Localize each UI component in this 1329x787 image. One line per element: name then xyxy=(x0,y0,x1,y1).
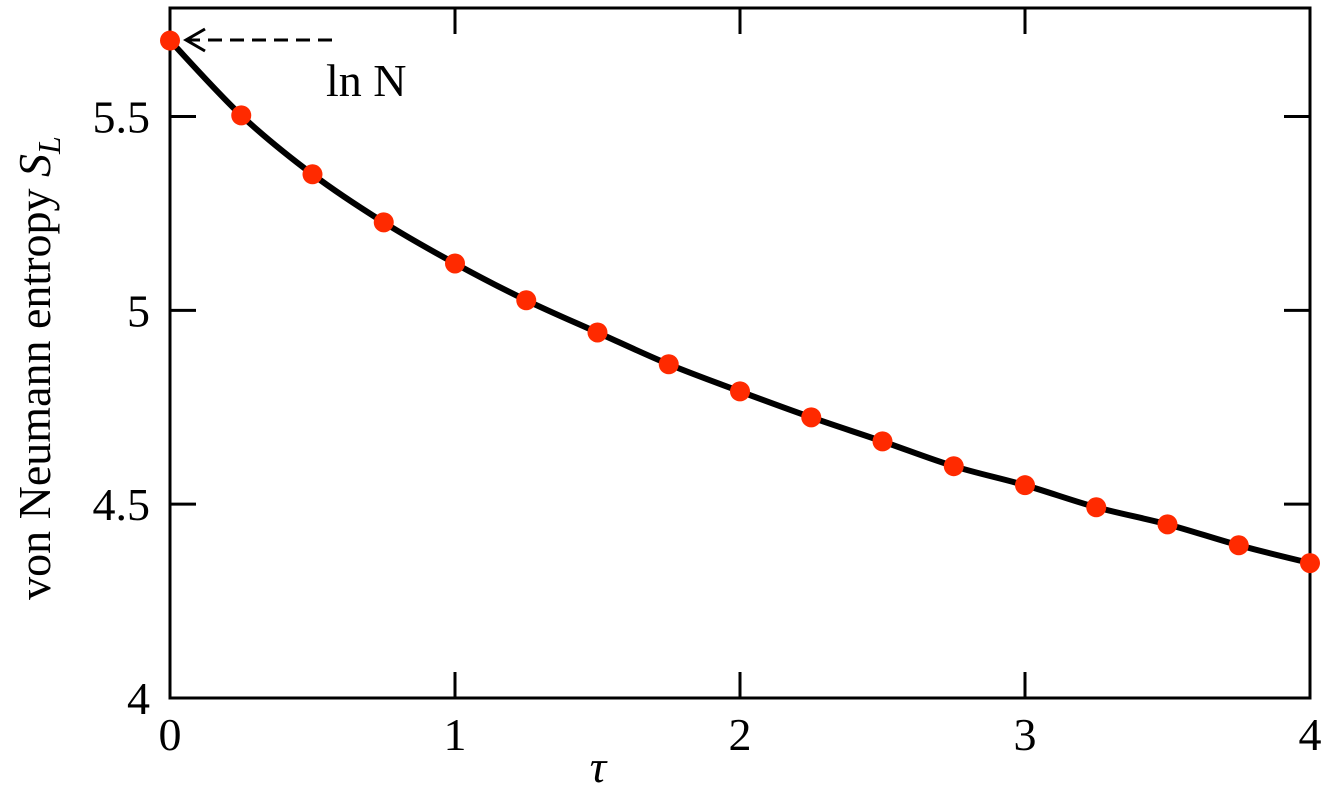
y-tick-label: 5.5 xyxy=(93,92,151,143)
y-tick-label: 4 xyxy=(127,673,150,724)
y-label-symbol: S xyxy=(9,154,60,177)
data-point xyxy=(658,354,679,375)
data-point xyxy=(160,30,180,51)
y-tick-label: 5 xyxy=(127,285,150,336)
x-tick-label: 1 xyxy=(444,709,467,760)
data-point xyxy=(587,322,608,343)
x-tick-label: 3 xyxy=(1014,709,1037,760)
y-label-text: von Neumann entropy xyxy=(9,177,60,600)
data-point xyxy=(516,290,537,311)
data-point xyxy=(1300,553,1320,574)
x-tick-label: 4 xyxy=(1299,709,1322,760)
plot-frame xyxy=(168,6,1312,700)
y-label-subscript: L xyxy=(31,136,67,155)
x-tick-label: 0 xyxy=(159,709,182,760)
curve xyxy=(167,38,1311,567)
x-axis-label: τ xyxy=(590,741,608,787)
data-point xyxy=(373,212,394,233)
data-point xyxy=(730,381,750,402)
data-point xyxy=(872,431,893,452)
data-point xyxy=(1086,497,1107,518)
data-point xyxy=(801,407,822,428)
y-tick-label: 4.5 xyxy=(93,479,151,530)
annotation: ln N xyxy=(326,55,407,106)
arrow-head xyxy=(183,27,206,53)
data-point xyxy=(1015,475,1035,496)
x-tick-label: 2 xyxy=(729,709,752,760)
data-point xyxy=(445,253,465,274)
data-point xyxy=(943,456,964,477)
data-point xyxy=(1157,514,1178,535)
data-point xyxy=(231,105,252,126)
data-point xyxy=(1228,535,1249,556)
data-point xyxy=(302,164,323,185)
y-axis-label: von Neumann entropy SL xyxy=(9,136,67,600)
